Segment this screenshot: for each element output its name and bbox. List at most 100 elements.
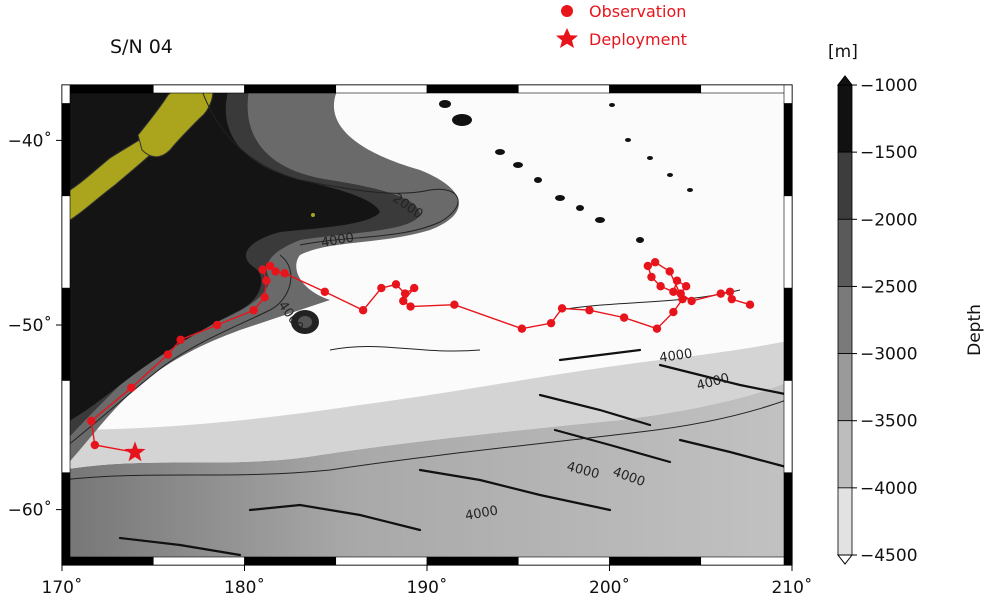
colorbar: [m] Depth −1000 −1500 −2000 −2500 −3000 −3500… xyxy=(828,42,985,566)
frame-band-top xyxy=(700,84,793,94)
observation-point xyxy=(546,318,556,328)
legend-observation-marker xyxy=(561,5,573,17)
y-tick-label: −60˚ xyxy=(8,500,52,521)
observation-point xyxy=(652,324,662,333)
frame-band-top xyxy=(61,84,154,94)
contour-label: 4000 xyxy=(658,347,693,366)
colorbar-tick-label: −2000 xyxy=(860,210,918,230)
observation-point xyxy=(557,304,567,313)
frame-band-right xyxy=(783,287,793,381)
fracture-zones xyxy=(118,348,792,557)
observation-point xyxy=(647,272,656,282)
frame-band-left xyxy=(61,472,71,566)
observation-point xyxy=(669,287,678,296)
colorbar-segment xyxy=(837,420,853,489)
colorbar-label: Depth xyxy=(965,304,985,356)
seamount-top xyxy=(298,316,312,328)
colorbar-segment xyxy=(837,487,853,556)
observation-point xyxy=(127,383,136,392)
frame-band-top xyxy=(609,84,702,94)
colorbar-tick-label: −4000 xyxy=(860,479,918,499)
colorbar-segment xyxy=(837,151,853,220)
frame-band-left xyxy=(61,287,71,381)
observation-point xyxy=(585,306,594,315)
observation-point xyxy=(727,294,736,304)
x-tick-label: 200˚ xyxy=(589,577,630,598)
frame-band-left xyxy=(61,103,71,197)
legend: Observation Deployment xyxy=(556,2,687,49)
observation-point xyxy=(687,296,696,306)
frame-band-right xyxy=(783,472,793,566)
seamount-chain xyxy=(439,100,693,243)
observation-point xyxy=(212,320,222,330)
observation-point xyxy=(258,265,267,274)
frame-band-bottom xyxy=(244,556,337,566)
colorbar-segment xyxy=(837,84,853,153)
observation-point xyxy=(163,350,173,359)
figure-title: S/N 04 xyxy=(110,36,173,58)
colorbar-unit: [m] xyxy=(828,42,858,62)
observation-point xyxy=(745,300,755,309)
frame-band-bottom xyxy=(426,556,519,566)
abyssal-light-band xyxy=(62,340,792,470)
frame-band-right xyxy=(783,195,793,289)
colorbar-tick-label: −4500 xyxy=(860,546,918,566)
observation-point xyxy=(643,261,653,271)
land-chatham-islet xyxy=(311,213,315,217)
observation-point xyxy=(665,267,674,276)
colorbar-segment xyxy=(837,286,853,354)
y-tick-label: −50˚ xyxy=(8,315,52,336)
observation-point xyxy=(650,258,660,267)
colorbar-segment xyxy=(837,353,853,422)
observation-point xyxy=(358,306,368,315)
frame-band-left xyxy=(61,84,71,104)
deployment-star xyxy=(124,441,146,462)
observation-point xyxy=(410,283,419,293)
x-tick-label: 170˚ xyxy=(42,577,83,598)
observation-point xyxy=(517,324,527,333)
x-tick-label: 180˚ xyxy=(224,577,265,598)
observation-point xyxy=(271,267,280,276)
observation-point xyxy=(716,289,726,298)
y-tick-label: −40˚ xyxy=(8,130,52,151)
frame-band-right xyxy=(783,84,793,104)
map-panel: 2000 4000 4000 4000 4000 4000 4000 4000 xyxy=(62,85,792,565)
observation-point xyxy=(672,276,682,285)
map-axes: 170˚ 180˚ 190˚ 200˚ 210˚ −40˚ −50˚ −60˚ xyxy=(8,130,813,598)
frame-band-top xyxy=(335,84,428,94)
land-north-island xyxy=(137,85,214,158)
colorbar-tick-label: −3000 xyxy=(860,345,918,365)
frame-band-right xyxy=(783,380,793,473)
map-frame xyxy=(61,84,793,566)
observation-point xyxy=(280,269,289,278)
observation-point xyxy=(262,276,271,285)
abyssal-plain-shading xyxy=(62,380,792,565)
colorbar-bottom-arrow xyxy=(836,554,854,565)
observation-point xyxy=(400,289,410,298)
contour-label: 4000 xyxy=(464,503,499,524)
observation-point xyxy=(265,261,275,271)
observation-point xyxy=(260,293,269,302)
observation-point xyxy=(681,282,691,291)
colorbar-top-arrow xyxy=(836,75,854,86)
frame-band-bottom xyxy=(335,556,428,566)
legend-observation-label: Observation xyxy=(589,2,686,21)
observation-point xyxy=(450,300,459,309)
observation-point xyxy=(90,440,100,450)
observation-point xyxy=(249,306,258,315)
frame-band-bottom xyxy=(517,556,610,566)
legend-deployment-marker xyxy=(556,28,578,48)
frame-band-left xyxy=(61,195,71,289)
frame-band-bottom xyxy=(152,556,245,566)
observation-point xyxy=(676,289,685,298)
frame-band-bottom xyxy=(609,556,702,566)
float-track xyxy=(87,258,755,462)
observation-point xyxy=(391,280,401,289)
colorbar-tick-label: −1500 xyxy=(860,143,918,163)
observation-point xyxy=(320,287,329,296)
shelf-darkest xyxy=(62,85,380,425)
observation-point xyxy=(377,283,386,293)
frame-band-top xyxy=(426,84,519,94)
frame-band-bottom xyxy=(700,556,793,566)
